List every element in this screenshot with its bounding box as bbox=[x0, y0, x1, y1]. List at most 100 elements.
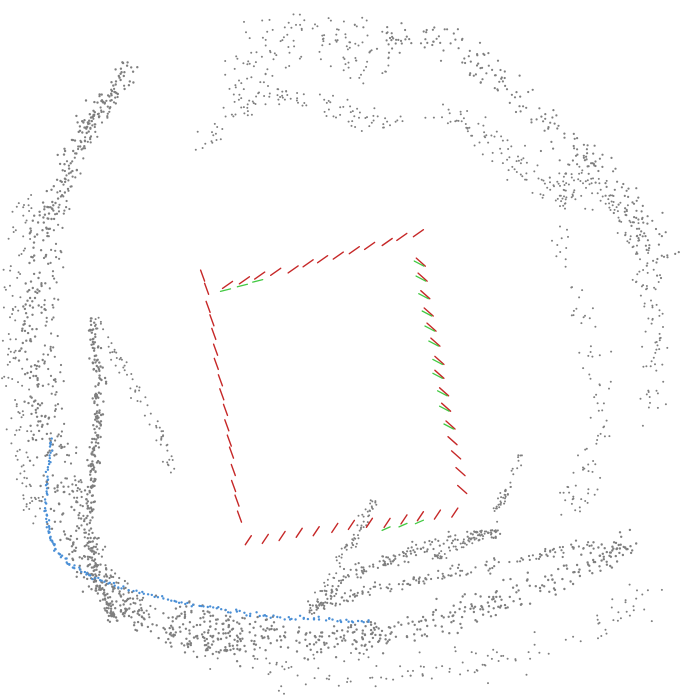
map-point bbox=[93, 479, 97, 482]
map-point bbox=[54, 201, 57, 205]
map-point bbox=[83, 145, 86, 148]
map-point bbox=[502, 496, 505, 499]
map-point bbox=[118, 358, 121, 361]
map-point bbox=[7, 353, 9, 356]
map-point bbox=[37, 383, 40, 386]
map-point bbox=[129, 387, 132, 390]
map-point bbox=[227, 631, 230, 635]
map-point bbox=[307, 600, 310, 603]
map-point bbox=[94, 385, 97, 388]
map-point bbox=[139, 603, 142, 606]
map-point bbox=[155, 424, 158, 427]
map-point bbox=[661, 312, 664, 315]
map-point bbox=[245, 31, 247, 34]
map-point bbox=[677, 251, 680, 254]
keyframe-camera bbox=[381, 237, 393, 247]
map-point bbox=[495, 590, 498, 593]
map-point bbox=[89, 138, 92, 141]
map-point bbox=[126, 61, 129, 64]
map-point bbox=[593, 396, 596, 399]
map-point bbox=[92, 367, 96, 371]
map-point bbox=[55, 212, 59, 215]
map-point bbox=[525, 161, 528, 164]
map-point bbox=[360, 73, 362, 76]
map-point bbox=[645, 285, 648, 287]
map-point bbox=[380, 676, 383, 679]
map-point bbox=[160, 430, 163, 433]
map-point bbox=[94, 545, 98, 549]
map-point bbox=[452, 32, 455, 35]
map-point bbox=[461, 61, 464, 64]
map-point bbox=[18, 428, 21, 431]
map-point bbox=[449, 549, 451, 552]
map-point bbox=[409, 552, 413, 555]
map-point bbox=[149, 412, 152, 415]
map-point bbox=[650, 322, 653, 325]
map-point bbox=[248, 631, 251, 634]
map-point bbox=[32, 259, 36, 262]
map-point bbox=[519, 560, 522, 563]
map-point bbox=[56, 191, 59, 194]
map-point bbox=[138, 389, 141, 392]
map-point bbox=[51, 274, 54, 278]
trajectory-point bbox=[156, 596, 160, 599]
map-point bbox=[436, 576, 440, 580]
map-point bbox=[95, 410, 99, 413]
map-point bbox=[610, 200, 613, 203]
map-point bbox=[98, 573, 101, 576]
map-point bbox=[351, 631, 355, 634]
map-point bbox=[327, 17, 330, 20]
map-point bbox=[350, 652, 352, 654]
map-point bbox=[30, 396, 33, 399]
map-point bbox=[547, 652, 550, 655]
map-point bbox=[593, 493, 596, 496]
trajectory-point bbox=[53, 543, 56, 546]
map-point bbox=[482, 124, 485, 127]
map-point bbox=[442, 49, 445, 52]
map-point bbox=[81, 131, 84, 134]
map-point bbox=[474, 73, 477, 76]
map-point bbox=[485, 134, 488, 137]
map-point bbox=[79, 145, 82, 148]
map-point bbox=[116, 95, 119, 99]
map-point bbox=[1, 377, 4, 380]
keyframe-camera bbox=[302, 259, 314, 268]
map-point bbox=[457, 119, 460, 122]
map-point bbox=[69, 171, 72, 174]
map-point bbox=[246, 106, 249, 109]
map-point bbox=[224, 632, 227, 635]
map-point bbox=[556, 197, 559, 200]
map-point bbox=[106, 116, 109, 119]
map-point bbox=[387, 56, 390, 59]
map-point bbox=[620, 220, 623, 223]
map-point bbox=[171, 628, 175, 631]
map-point bbox=[639, 294, 642, 297]
map-point bbox=[412, 576, 415, 579]
map-point bbox=[71, 483, 74, 486]
map-point bbox=[637, 237, 640, 240]
map-point bbox=[654, 351, 657, 354]
map-point bbox=[386, 556, 390, 559]
map-point bbox=[647, 317, 650, 320]
map-point bbox=[470, 571, 473, 574]
map-point bbox=[491, 566, 494, 570]
map-point bbox=[80, 495, 83, 499]
map-point bbox=[418, 651, 421, 654]
map-point bbox=[430, 677, 433, 680]
trajectory-point bbox=[47, 519, 51, 522]
map-point bbox=[349, 41, 352, 44]
map-point bbox=[90, 343, 93, 346]
current-camera bbox=[414, 519, 425, 525]
keyframe-camera bbox=[236, 510, 243, 523]
map-point bbox=[315, 608, 318, 611]
map-point bbox=[617, 611, 620, 614]
map-point bbox=[552, 184, 555, 187]
map-point bbox=[320, 651, 323, 654]
map-point bbox=[635, 253, 637, 255]
map-point bbox=[50, 188, 53, 191]
map-point bbox=[464, 123, 467, 125]
map-point bbox=[525, 579, 529, 582]
trajectory-point bbox=[122, 585, 125, 588]
